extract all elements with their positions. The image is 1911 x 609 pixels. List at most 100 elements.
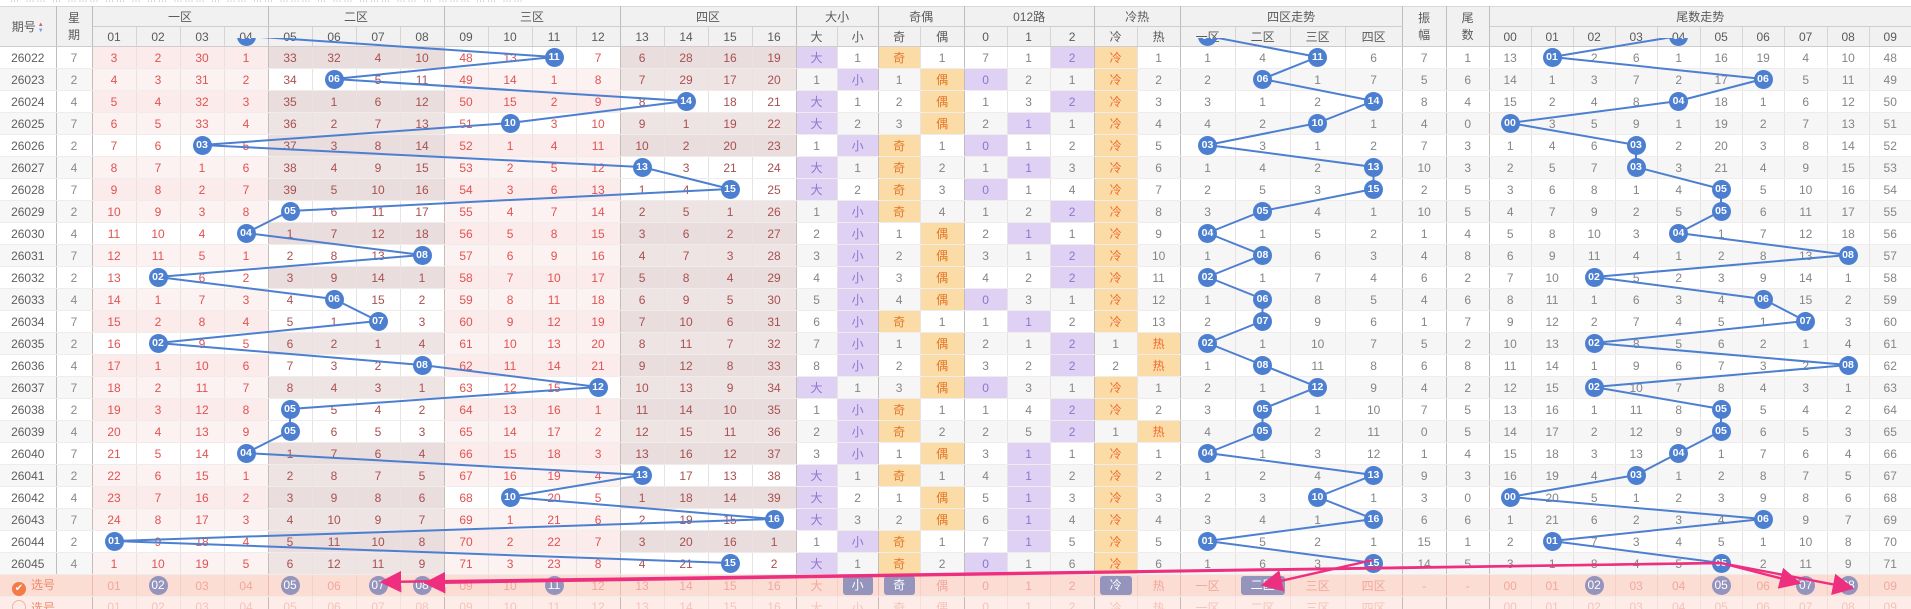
pick-attr[interactable]: 小: [837, 596, 879, 609]
pick-attr[interactable]: 热: [1137, 596, 1181, 609]
pick-number[interactable]: 09: [444, 574, 489, 597]
pick-number[interactable]: 03: [180, 574, 225, 597]
pick-number[interactable]: 14: [664, 574, 709, 597]
pick-tail-number[interactable]: 09: [1869, 596, 1911, 609]
pick-attr[interactable]: 一区: [1180, 596, 1236, 609]
pick-number[interactable]: 10: [488, 596, 533, 609]
pick-number[interactable]: 06: [312, 574, 357, 597]
selected-number-pill[interactable]: 08: [412, 576, 432, 595]
pick-attr[interactable]: 2: [1050, 596, 1095, 609]
pick-number[interactable]: 12: [576, 574, 621, 597]
pick-tail-number[interactable]: 01: [1531, 596, 1574, 609]
pick-number[interactable]: 10: [488, 574, 533, 597]
selected-attr-pill[interactable]: 小: [842, 576, 873, 595]
pick-attr[interactable]: 四区: [1345, 596, 1403, 609]
pick-tail-number[interactable]: 00: [1489, 596, 1532, 609]
pick-number[interactable]: 16: [752, 574, 797, 597]
pick-attr[interactable]: 热: [1137, 574, 1181, 597]
selected-attr-pill[interactable]: 冷: [1099, 576, 1132, 595]
pick-number[interactable]: 03: [180, 596, 225, 609]
radio-icon[interactable]: [12, 599, 26, 609]
pick-attr[interactable]: 奇: [878, 596, 921, 609]
pick-attr[interactable]: 三区: [1290, 574, 1346, 597]
selected-attr-pill[interactable]: 奇: [883, 576, 915, 595]
pick-tail-number[interactable]: 08: [1827, 574, 1870, 597]
check-icon[interactable]: ✔: [12, 581, 26, 596]
period-sort-header[interactable]: 期号 ▲ ▼: [0, 6, 57, 47]
pick-number[interactable]: 05: [268, 596, 313, 609]
selected-tail-pill[interactable]: 05: [1711, 576, 1731, 595]
pick-number[interactable]: 02: [136, 574, 181, 597]
selected-number-pill[interactable]: 02: [148, 576, 168, 595]
pick-number[interactable]: 05: [268, 574, 313, 597]
pick-tail-number[interactable]: 06: [1742, 596, 1785, 609]
pick-attr[interactable]: 一区: [1180, 574, 1236, 597]
selected-tail-pill[interactable]: 08: [1838, 576, 1858, 595]
pick-tail-number[interactable]: 06: [1742, 574, 1785, 597]
pick-number[interactable]: 11: [532, 574, 577, 597]
pick-number[interactable]: 09: [444, 596, 489, 609]
pick-number[interactable]: 02: [136, 596, 181, 609]
pick-number[interactable]: 11: [532, 596, 577, 609]
pick-tail-number[interactable]: 04: [1657, 596, 1701, 609]
pick-tail-number[interactable]: 05: [1700, 596, 1743, 609]
pick-attr[interactable]: 0: [964, 596, 1008, 609]
sort-icons[interactable]: ▲ ▼: [37, 21, 44, 34]
pick-tail-number[interactable]: 07: [1784, 596, 1828, 609]
pick-attr[interactable]: 冷: [1094, 596, 1138, 609]
pick-tail-number[interactable]: 07: [1784, 574, 1828, 597]
pick-number[interactable]: 13: [620, 574, 665, 597]
pick-attr[interactable]: 奇: [878, 574, 921, 597]
pick-number[interactable]: 12: [576, 596, 621, 609]
pick-tail-number[interactable]: 03: [1615, 596, 1658, 609]
pick-number[interactable]: 07: [356, 574, 401, 597]
pick-attr[interactable]: 大: [796, 596, 838, 609]
miss-cell: 1: [268, 222, 313, 245]
pick-number[interactable]: 14: [664, 596, 709, 609]
pick-attr[interactable]: 小: [837, 574, 879, 597]
pick-attr[interactable]: 冷: [1094, 574, 1138, 597]
stat-cell: 3: [1050, 486, 1095, 509]
pick-attr[interactable]: 三区: [1290, 596, 1346, 609]
pick-number[interactable]: 15: [708, 574, 753, 597]
pick-number[interactable]: 08: [400, 574, 445, 597]
pick-tail-number[interactable]: 08: [1827, 596, 1870, 609]
tail-miss-cell: 6: [1573, 134, 1616, 157]
selected-tail-pill[interactable]: 07: [1796, 576, 1816, 595]
pick-tail-number[interactable]: 03: [1615, 574, 1658, 597]
pick-number[interactable]: 01: [92, 574, 137, 597]
pick-attr[interactable]: 二区: [1235, 574, 1291, 597]
pick-tail-number[interactable]: 01: [1531, 574, 1574, 597]
pick-tail-number[interactable]: 09: [1869, 574, 1911, 597]
selected-number-pill[interactable]: 07: [368, 576, 388, 595]
pick-number[interactable]: 15: [708, 596, 753, 609]
pick-attr[interactable]: 偶: [920, 596, 965, 609]
pick-attr[interactable]: 大: [796, 574, 838, 597]
pick-label[interactable]: ✔ 选号: [0, 574, 93, 597]
pick-number[interactable]: 07: [356, 596, 401, 609]
pick-number[interactable]: 08: [400, 596, 445, 609]
pick-tail-number[interactable]: 02: [1573, 574, 1616, 597]
pick-tail-number[interactable]: 04: [1657, 574, 1701, 597]
pick-label[interactable]: 选号: [0, 596, 93, 609]
pick-number[interactable]: 04: [224, 574, 269, 597]
selected-tail-pill[interactable]: 02: [1584, 576, 1604, 595]
pick-number[interactable]: 01: [92, 596, 137, 609]
pick-number[interactable]: 04: [224, 596, 269, 609]
pick-number[interactable]: 06: [312, 596, 357, 609]
pick-attr[interactable]: 二区: [1235, 596, 1291, 609]
selected-number-pill[interactable]: 11: [544, 576, 564, 595]
selected-number-pill[interactable]: 05: [280, 576, 300, 595]
pick-tail-number[interactable]: 02: [1573, 596, 1616, 609]
pick-number[interactable]: 16: [752, 596, 797, 609]
pick-tail-number[interactable]: 00: [1489, 574, 1532, 597]
pick-attr[interactable]: 四区: [1345, 574, 1403, 597]
pick-number[interactable]: 13: [620, 596, 665, 609]
pick-attr[interactable]: 偶: [920, 574, 965, 597]
pick-tail-number[interactable]: 05: [1700, 574, 1743, 597]
pick-attr[interactable]: 1: [1007, 596, 1051, 609]
pick-attr[interactable]: 1: [1007, 574, 1051, 597]
pick-attr[interactable]: 2: [1050, 574, 1095, 597]
selected-attr-pill[interactable]: 二区: [1240, 576, 1285, 595]
pick-attr[interactable]: 0: [964, 574, 1008, 597]
